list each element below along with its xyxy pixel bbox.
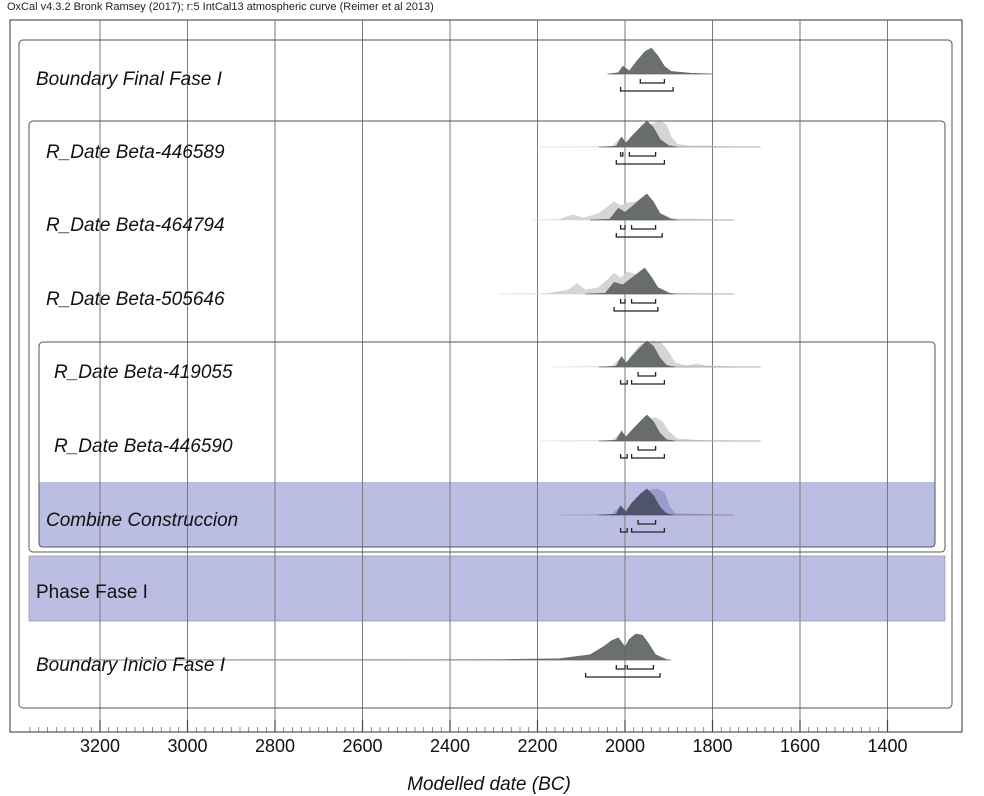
x-axis: 3200 3000 2800 2600 2400 2200 2000 1800 1600 1400	[10, 720, 962, 756]
posterior-density-2	[589, 193, 678, 221]
posterior-density-1	[598, 120, 678, 148]
chart-header: OxCal v4.3.2 Bronk Ramsey (2017); r:5 In…	[7, 1, 434, 13]
row-label: R_Date Beta-464794	[46, 215, 225, 236]
tick-label-3200: 3200	[80, 736, 120, 756]
combine-band	[39, 482, 935, 547]
density-layer	[43, 47, 761, 678]
row-label: R_Date Beta-446589	[46, 142, 225, 163]
tick-label-1400: 1400	[867, 736, 907, 756]
range95-2-0	[615, 233, 663, 238]
range68-3-0	[619, 299, 626, 304]
range68-1-0	[619, 152, 624, 157]
range68-2-1	[630, 225, 657, 230]
grid-layer	[99, 20, 888, 732]
tick-label-2200: 2200	[517, 736, 557, 756]
combine-frame	[38, 341, 936, 548]
tick-label-3000: 3000	[167, 736, 207, 756]
sequence-frame	[18, 39, 953, 709]
range95-0-0	[619, 87, 674, 92]
background-layer	[9, 19, 963, 733]
range95-1-0	[615, 160, 666, 165]
frames-layer	[18, 39, 953, 709]
range68-0-0	[639, 79, 666, 84]
row-label: Phase Fase I	[36, 582, 148, 603]
prior-density-3	[498, 268, 735, 295]
range95-6-1	[630, 528, 666, 533]
tick-label-2400: 2400	[430, 736, 470, 756]
tick-label-2000: 2000	[605, 736, 645, 756]
posterior-density-5	[598, 414, 676, 442]
row-label: Boundary Final Fase I	[36, 69, 223, 90]
row-label: R_Date Beta-419055	[54, 362, 233, 383]
posterior-density-3	[585, 267, 676, 295]
x-axis-label: Modelled date (BC)	[407, 774, 571, 795]
range68-4-0	[637, 372, 657, 377]
posterior-density-6	[598, 488, 674, 516]
range68-8-1	[626, 665, 655, 670]
tick-label-2800: 2800	[255, 736, 295, 756]
phase-frame	[28, 120, 946, 553]
range95-5-0	[619, 454, 628, 459]
row-labels: Boundary Final Fase I R_Date Beta-446589 R…	[36, 69, 238, 676]
range95-8-0	[584, 673, 661, 678]
range68-5-0	[637, 446, 657, 451]
range68-1-1	[628, 152, 657, 157]
row-label: R_Date Beta-446590	[54, 436, 233, 457]
row-label: Boundary Inicio Fase I	[36, 655, 226, 676]
range95-6-0	[619, 528, 628, 533]
range95-5-1	[630, 454, 666, 459]
posterior-density-8	[43, 633, 671, 661]
range95-3-0	[613, 307, 659, 312]
tick-label-2600: 2600	[342, 736, 382, 756]
phase-band	[28, 555, 946, 622]
posterior-density-4	[598, 340, 676, 368]
tick-label-1600: 1600	[780, 736, 820, 756]
range68-2-0	[619, 225, 626, 230]
row-label: R_Date Beta-505646	[46, 289, 225, 310]
row-label: Combine Construccion	[46, 510, 238, 531]
range68-8-0	[615, 665, 626, 670]
range95-4-0	[619, 380, 628, 385]
posterior-density-0	[607, 47, 713, 75]
range68-3-1	[630, 299, 657, 304]
range95-4-1	[630, 380, 666, 385]
tick-label-1800: 1800	[692, 736, 732, 756]
range68-6-0	[637, 520, 657, 525]
